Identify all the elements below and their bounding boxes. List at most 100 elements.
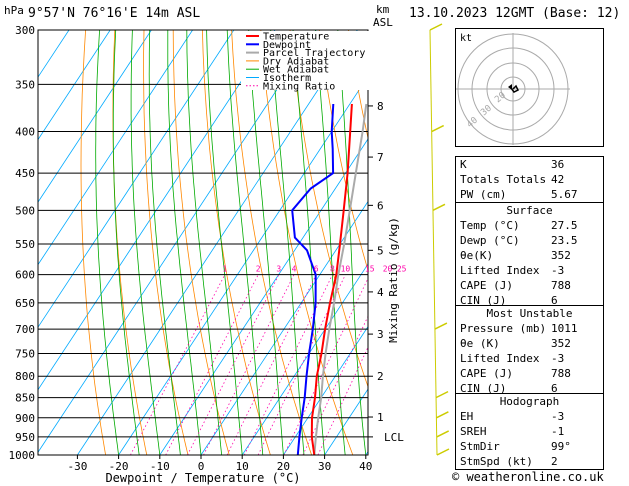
index-value: 42 bbox=[551, 173, 565, 186]
surface-table: Surface Temp (°C) 27.5 Dewp (°C) 23.5 θe(K… bbox=[455, 202, 604, 309]
dry-adiabat-line bbox=[318, 30, 368, 272]
hodo-ring-40: 40 bbox=[465, 115, 480, 130]
mixing-ratio-label: 25 bbox=[397, 265, 407, 274]
hpa-label: hPa bbox=[4, 4, 24, 17]
legend-label: Temperature bbox=[263, 32, 329, 43]
most-unstable-table: Most Unstable Pressure (mb) 1011 θe (K) 35… bbox=[455, 305, 604, 397]
temp-tick-label: 10 bbox=[236, 460, 249, 473]
wind-barb bbox=[432, 203, 446, 211]
dewpoint-line bbox=[291, 103, 335, 455]
temp-tick-label: 0 bbox=[198, 460, 205, 473]
wet-adiabat-line bbox=[248, 30, 284, 455]
isotherm-line bbox=[38, 30, 235, 328]
mixing-ratio-label: 4 bbox=[292, 265, 297, 274]
legend-label: Wet Adiabat bbox=[263, 65, 329, 76]
mixing-ratio-label: 8 bbox=[330, 265, 335, 274]
wind-barb bbox=[435, 390, 449, 399]
pressure-tick-label: 700 bbox=[15, 323, 35, 336]
temp-tick-label: -30 bbox=[67, 460, 87, 473]
dry-adiabat-line bbox=[172, 30, 230, 455]
mixing-ratio-line bbox=[257, 274, 346, 455]
temp-tick-label: 30 bbox=[318, 460, 331, 473]
wind-barb bbox=[434, 322, 448, 330]
dry-adiabat-line bbox=[112, 30, 148, 455]
mixing-ratio-label: 1 bbox=[222, 265, 227, 274]
y-axis-right-label: Mixing Ratio (g/kg) bbox=[387, 217, 400, 343]
pressure-tick-label: 500 bbox=[15, 204, 35, 217]
wind-profile-line bbox=[429, 29, 438, 456]
mixing-ratio-label: 6 bbox=[314, 265, 319, 274]
parcel-trajectory-line bbox=[313, 103, 368, 455]
hodograph: kt 40 30 20 bbox=[455, 28, 604, 147]
pressure-tick-label: 900 bbox=[15, 412, 35, 425]
pressure-tick-label: 400 bbox=[15, 126, 35, 139]
isotherm-line bbox=[38, 30, 317, 453]
mixing-ratio-line bbox=[317, 346, 368, 455]
legend-label: Isotherm bbox=[263, 73, 311, 84]
index-row: K 36 bbox=[456, 157, 603, 172]
km-tick-label: LCL bbox=[384, 431, 404, 444]
mixing-ratio-label: 2 bbox=[256, 265, 261, 274]
hodograph-table: Hodograph EH -3 SREH -1 StmDir 99° StmSpd (… bbox=[455, 393, 604, 470]
wet-adiabat-line bbox=[148, 30, 181, 455]
pressure-tick-label: 950 bbox=[15, 431, 35, 444]
km-tick-label: 2 bbox=[377, 370, 384, 383]
dry-adiabat-line bbox=[611, 30, 629, 455]
index-row: Totals Totals 42 bbox=[456, 172, 603, 187]
temperature-line bbox=[310, 103, 353, 455]
wind-barb bbox=[436, 448, 450, 456]
km-tick-label: 8 bbox=[377, 100, 384, 113]
pressure-tick-label: 450 bbox=[15, 167, 35, 180]
hodograph-unit: kt bbox=[460, 33, 472, 44]
unstable-title: Most Unstable bbox=[486, 307, 573, 320]
wind-barb bbox=[436, 411, 449, 419]
dry-adiabat-line bbox=[80, 30, 106, 455]
km-tick-label: 3 bbox=[377, 328, 384, 341]
km-tick-label: 6 bbox=[377, 199, 384, 212]
x-axis-label: Dewpoint / Temperature (°C) bbox=[105, 471, 300, 485]
legend-label: Mixing Ratio bbox=[263, 81, 335, 92]
pressure-tick-label: 1000 bbox=[9, 449, 36, 462]
legend-box bbox=[241, 31, 371, 90]
km-tick-label: 1 bbox=[377, 411, 384, 424]
isotherm-line bbox=[77, 30, 358, 455]
mixing-ratio-label: 15 bbox=[365, 265, 375, 274]
wind-barb bbox=[429, 23, 443, 31]
wind-barb bbox=[436, 430, 450, 438]
pressure-tick-label: 350 bbox=[15, 78, 35, 91]
hodo-ring-20: 20 bbox=[493, 90, 508, 105]
wind-barb bbox=[431, 124, 445, 133]
isotherm-line bbox=[241, 263, 368, 455]
mixing-ratio-line bbox=[243, 274, 333, 455]
temp-tick-label: 40 bbox=[359, 460, 372, 473]
wet-adiabat-line bbox=[95, 30, 119, 455]
mixing-ratio-line bbox=[187, 274, 280, 455]
isotherm-line bbox=[38, 30, 111, 141]
wet-adiabat-line bbox=[292, 30, 325, 455]
legend-label: Parcel Trajectory bbox=[263, 48, 365, 59]
temp-tick-label: 20 bbox=[277, 460, 290, 473]
km-label: km bbox=[376, 3, 390, 16]
pressure-tick-label: 300 bbox=[15, 24, 35, 37]
temp-tick-label: -20 bbox=[109, 460, 129, 473]
pressure-tick-label: 800 bbox=[15, 370, 35, 383]
km-tick-label: 4 bbox=[377, 286, 384, 299]
legend-label: Dry Adiabat bbox=[263, 56, 329, 67]
index-key: Totals Totals bbox=[460, 173, 547, 186]
wet-adiabat-line bbox=[337, 30, 367, 455]
hodo-title: Hodograph bbox=[499, 395, 560, 408]
pressure-tick-label: 600 bbox=[15, 269, 35, 282]
copyright: © weatheronline.co.uk bbox=[452, 470, 604, 484]
legend-label: Dewpoint bbox=[263, 40, 311, 51]
mixing-ratio-line bbox=[226, 274, 317, 455]
mixing-ratio-label: 10 bbox=[341, 265, 351, 274]
isotherm-line bbox=[283, 325, 368, 455]
mixing-ratio-line bbox=[283, 277, 368, 455]
mixing-ratio-line bbox=[165, 274, 259, 455]
mixing-ratio-label: 20 bbox=[383, 265, 393, 274]
index-key: K bbox=[460, 158, 467, 171]
km-tick-label: 5 bbox=[377, 244, 384, 257]
pressure-tick-label: 850 bbox=[15, 392, 35, 405]
isotherm-line bbox=[38, 30, 152, 203]
